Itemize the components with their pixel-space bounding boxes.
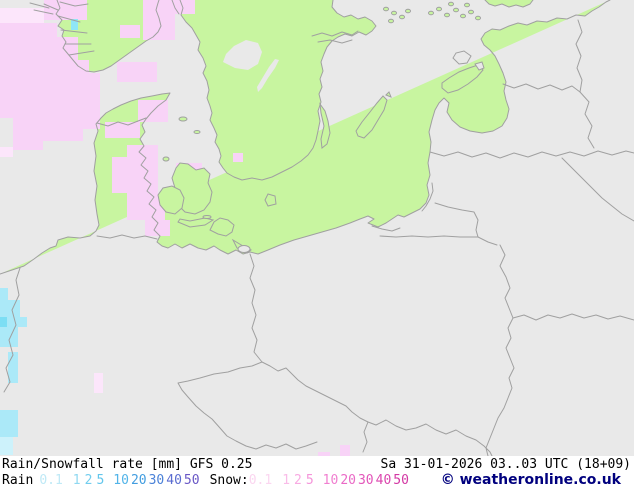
coastlines <box>0 0 611 275</box>
aland-archipelago <box>428 1 481 21</box>
vistula-lagoon <box>371 225 401 232</box>
copyright-text: © weatheronline.co.uk <box>440 472 621 488</box>
rain-scale-10: 10 <box>113 473 129 488</box>
border-ee-ru <box>575 19 583 93</box>
map-datetime: Sa 31-01-2026 03..03 UTC (18+09) <box>380 457 631 472</box>
rain-scale-20: 20 <box>130 473 147 488</box>
snow-scale-30: 30 <box>357 473 374 488</box>
border-no-se <box>171 0 180 15</box>
snow-scale-label: Snow: <box>209 473 249 488</box>
legend-title-row: Rain/Snowfall rate [mm] GFS 0.25 Sa 31-0… <box>0 456 634 472</box>
legend-strip: Rain/Snowfall rate [mm] GFS 0.25 Sa 31-0… <box>0 456 634 490</box>
lake-vattern <box>257 59 279 92</box>
map-area <box>0 0 634 456</box>
snow-scale-10: 10 <box>322 473 339 488</box>
rain-scale-5: 5 <box>96 473 105 488</box>
legend-scale-row: Rain 0.1 1 2 5 10 20 30 40 50 Snow: 0.1 1 2 5 10 20 30… <box>0 472 634 489</box>
rain-scale-30: 30 <box>148 473 165 488</box>
lakes <box>223 40 279 92</box>
border-cz-sk <box>362 421 369 453</box>
border-dk-de <box>96 234 158 240</box>
curonian-spit <box>421 182 434 212</box>
rain-scale-50: 50 <box>183 473 200 488</box>
island-mon <box>202 215 212 219</box>
snow-scale-1: 1 <box>282 473 291 488</box>
rain-scale: 0.1 1 2 5 10 20 30 40 50 <box>39 473 201 489</box>
island-anholt <box>193 130 201 134</box>
rain-scale-label: Rain <box>2 473 34 488</box>
snow-scale-2: 2 <box>294 473 302 488</box>
limfjord <box>96 117 147 127</box>
snow-scale-0.1: 0.1 <box>248 473 273 488</box>
border-cz-west <box>177 361 318 450</box>
island-samso <box>162 156 170 162</box>
lake-malaren <box>311 30 359 44</box>
rain-scale-0.1: 0.1 <box>39 473 63 488</box>
snow-scale-50: 50 <box>393 473 409 488</box>
border-lt-pl <box>477 236 498 246</box>
border-lv-ru <box>579 91 595 149</box>
lake-vanern <box>223 40 262 70</box>
border-lt-by <box>561 157 634 222</box>
island-laeso <box>178 116 188 122</box>
szczecin-lagoon <box>237 245 251 253</box>
map-title: Rain/Snowfall rate [mm] GFS 0.25 <box>2 457 253 472</box>
snow-scale-20: 20 <box>340 473 356 488</box>
border-ee-lv <box>502 83 581 93</box>
rain-scale-40: 40 <box>166 473 182 488</box>
snow-scale: 0.1 1 2 5 10 20 30 40 50 <box>249 473 411 489</box>
islands <box>157 1 485 254</box>
border-de-pl <box>249 253 263 363</box>
norway-rain-spot <box>71 19 78 30</box>
snow-scale-5: 5 <box>305 473 314 488</box>
border-by-ua <box>512 313 634 321</box>
snow-scale-40: 40 <box>375 473 392 488</box>
border-pl-kaliningrad <box>379 235 479 238</box>
rain-scale-1: 1 <box>72 473 81 488</box>
border-lt-kaliningrad <box>434 202 479 238</box>
norway-fjords <box>29 1 95 56</box>
border-nl-de <box>3 267 21 393</box>
border-pl-east <box>485 244 515 456</box>
island-bornholm <box>264 193 277 207</box>
rain-scale-2: 2 <box>84 473 93 488</box>
stockholm-archipelago <box>383 6 411 24</box>
country-borders <box>3 0 634 456</box>
border-lv-lt <box>429 150 634 159</box>
